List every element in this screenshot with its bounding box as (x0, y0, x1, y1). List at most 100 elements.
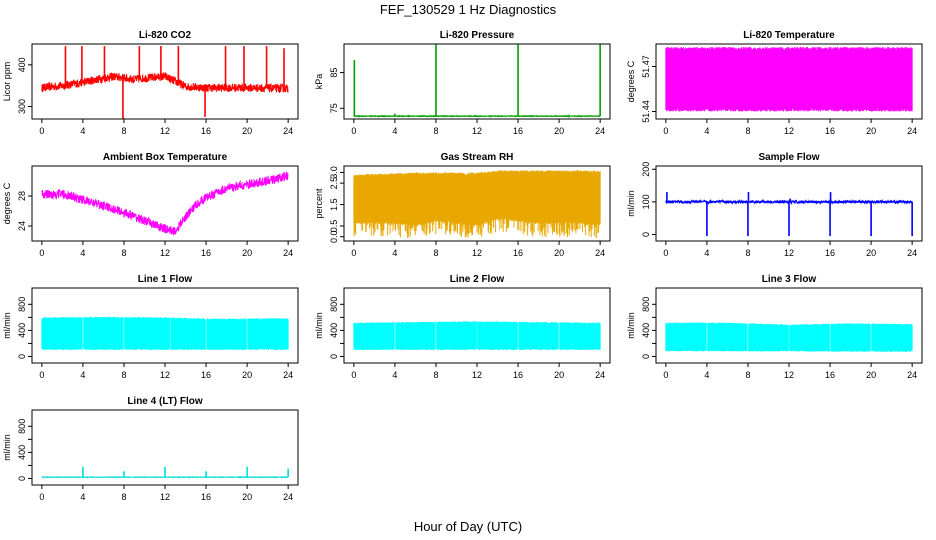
y-tick-label: 0 (641, 232, 651, 237)
y-tick-label: 0.5 (329, 220, 339, 233)
y-tick-label: 51.44 (641, 100, 651, 123)
y-tick-label: 51.47 (641, 55, 651, 78)
series-l2 (353, 321, 601, 350)
y-axis-label: ml/min (2, 312, 12, 339)
x-tick-label: 4 (80, 126, 85, 136)
x-tick-label: 4 (392, 370, 397, 380)
x-tick-label: 16 (201, 370, 211, 380)
panel-sflow: Sample Flow 0 4 8 12 16 20 24 0 100 200 ml/min (626, 152, 923, 258)
x-tick-label: 0 (351, 248, 356, 258)
panel-title: Li-820 CO2 (139, 30, 192, 41)
x-tick-label: 24 (595, 370, 605, 380)
x-tick-label: 0 (351, 126, 356, 136)
series-l3 (665, 322, 913, 352)
y-tick-label: 0 (17, 354, 27, 359)
x-tick-label: 0 (39, 248, 44, 258)
panel-l2: Line 2 Flow 0 4 8 12 16 20 24 0 400 800 ml/min (314, 274, 611, 380)
y-tick-label: 28 (17, 191, 27, 201)
y-tick-label: 100 (641, 194, 651, 209)
x-tick-label: 12 (784, 248, 794, 258)
panel-title: Sample Flow (758, 152, 819, 163)
x-tick-label: 0 (351, 370, 356, 380)
x-tick-label: 24 (283, 248, 293, 258)
x-tick-label: 12 (472, 248, 482, 258)
x-tick-label: 12 (472, 126, 482, 136)
x-tick-label: 20 (242, 248, 252, 258)
x-tick-label: 8 (433, 370, 438, 380)
x-tick-label: 0 (39, 370, 44, 380)
x-tick-label: 8 (121, 126, 126, 136)
y-tick-label: 300 (17, 99, 27, 114)
y-axis-label: percent (314, 188, 324, 219)
series-sflow (665, 192, 913, 237)
y-tick-label: 0.0 (329, 230, 339, 243)
x-tick-label: 4 (704, 126, 709, 136)
y-tick-label: 75 (329, 103, 339, 113)
series-ambient (41, 171, 289, 236)
y-tick-label: 800 (329, 297, 339, 312)
series-line (353, 114, 601, 119)
panel-title: Gas Stream RH (441, 152, 514, 163)
x-tick-label: 8 (433, 126, 438, 136)
y-tick-label: 3.0 (329, 166, 339, 179)
x-tick-label: 12 (784, 126, 794, 136)
series-rh (353, 170, 601, 239)
panel-temp820: Li-820 Temperature 0 4 8 12 16 20 24 51.44 51.47 d… (626, 30, 923, 136)
x-tick-label: 8 (745, 126, 750, 136)
y-tick-label: 800 (17, 297, 27, 312)
x-tick-label: 4 (80, 370, 85, 380)
x-tick-label: 24 (283, 126, 293, 136)
panel-title: Line 2 Flow (450, 274, 505, 285)
y-axis-label: degrees C (2, 182, 12, 224)
panel-title: Line 1 Flow (138, 274, 193, 285)
x-tick-label: 12 (472, 370, 482, 380)
y-tick-label: 85 (329, 68, 339, 78)
y-tick-label: 200 (641, 162, 651, 177)
x-tick-label: 4 (392, 248, 397, 258)
x-tick-label: 4 (80, 248, 85, 258)
y-axis-label: ml/min (626, 190, 636, 217)
y-tick-label: 1.5 (329, 198, 339, 211)
y-axis-label: ml/min (314, 312, 324, 339)
y-tick-label: 400 (17, 57, 27, 72)
x-tick-label: 8 (121, 248, 126, 258)
series-line (41, 71, 289, 94)
x-tick-label: 16 (513, 370, 523, 380)
x-tick-label: 24 (595, 126, 605, 136)
y-tick-label: 400 (329, 323, 339, 338)
series-co2 (41, 46, 289, 119)
panel-ambient: Ambient Box Temperature 0 4 8 12 16 20 24 24 28 de… (2, 152, 299, 258)
x-tick-label: 4 (392, 126, 397, 136)
x-tick-label: 16 (825, 248, 835, 258)
x-tick-label: 24 (595, 248, 605, 258)
x-tick-label: 20 (866, 248, 876, 258)
x-tick-label: 8 (745, 248, 750, 258)
x-tick-label: 20 (242, 126, 252, 136)
x-tick-label: 16 (513, 248, 523, 258)
figure-title: FEF_130529 1 Hz Diagnostics (380, 2, 557, 17)
series-line (41, 171, 289, 236)
y-tick-label: 400 (17, 323, 27, 338)
panel-title: Ambient Box Temperature (103, 152, 228, 163)
x-tick-label: 8 (121, 370, 126, 380)
panel-co2: Li-820 CO2 0 4 8 12 16 20 24 300 400 Licor ppm (2, 30, 299, 136)
series-l1 (41, 316, 289, 350)
x-tick-label: 12 (160, 126, 170, 136)
x-tick-label: 0 (663, 248, 668, 258)
y-tick-label: 2.5 (329, 177, 339, 190)
y-tick-label: 0 (329, 354, 339, 359)
x-tick-label: 24 (907, 248, 917, 258)
series-press (353, 44, 601, 119)
plot-frame (343, 43, 611, 120)
x-tick-label: 0 (39, 126, 44, 136)
y-axis-label: kPa (314, 74, 324, 90)
panel-press: Li-820 Pressure 0 4 8 12 16 20 24 75 85 kPa (314, 30, 611, 136)
y-tick-label: 24 (17, 221, 27, 231)
series-temp820 (665, 47, 913, 112)
y-axis-label: degrees C (626, 60, 636, 102)
x-tick-label: 20 (554, 248, 564, 258)
x-tick-label: 20 (554, 370, 564, 380)
y-axis-label: Licor ppm (2, 62, 12, 102)
